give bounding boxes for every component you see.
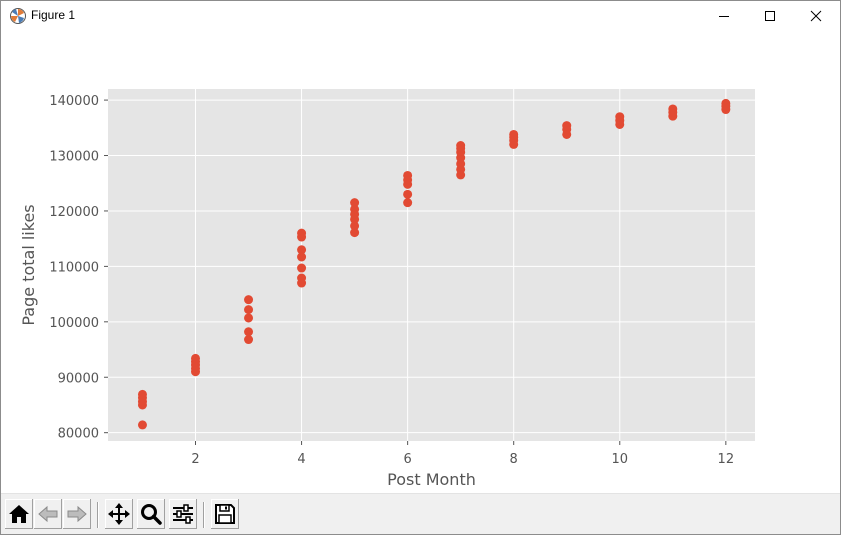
- minimize-icon: [719, 16, 729, 17]
- x-tick-label: 12: [718, 452, 735, 467]
- save-button[interactable]: [211, 499, 239, 529]
- plot-area: [108, 89, 755, 441]
- window-title: Figure 1: [31, 8, 76, 22]
- data-point: [668, 104, 678, 114]
- maximize-icon: [765, 11, 775, 21]
- data-point: [403, 198, 413, 208]
- forward-arrow-icon: [67, 505, 87, 523]
- data-point: [562, 121, 572, 131]
- data-point: [350, 228, 360, 238]
- data-point: [403, 189, 413, 199]
- figure-canvas[interactable]: 2 4 6 8 10 12 80000 90000 100000 110000 120000 130…: [1, 31, 840, 493]
- data-point: [721, 98, 731, 108]
- data-point: [403, 170, 413, 180]
- x-tick-label: 4: [297, 452, 305, 467]
- pan-button[interactable]: [105, 499, 133, 529]
- back-button[interactable]: [34, 499, 62, 529]
- forward-button[interactable]: [63, 499, 91, 529]
- x-tick-label: 8: [510, 452, 518, 467]
- data-point: [297, 252, 307, 262]
- y-axis-ticks: 80000 90000 100000 110000 120000 130000 140000: [49, 94, 108, 442]
- pan-move-icon: [108, 503, 130, 525]
- zoom-button[interactable]: [137, 499, 165, 529]
- subplots-button[interactable]: [169, 499, 197, 529]
- data-point: [297, 263, 307, 273]
- data-point: [244, 295, 254, 305]
- maximize-button[interactable]: [747, 1, 793, 31]
- matplotlib-icon: [10, 8, 26, 24]
- data-point: [297, 245, 307, 255]
- x-axis-label: Post Month: [387, 470, 476, 489]
- y-tick-label: 120000: [49, 205, 99, 220]
- home-icon: [9, 505, 29, 523]
- y-tick-label: 90000: [58, 371, 99, 386]
- data-point: [137, 420, 147, 430]
- navigation-toolbar: [1, 493, 840, 534]
- data-point: [350, 204, 360, 214]
- data-point: [297, 273, 307, 283]
- data-point: [137, 389, 147, 399]
- data-point: [350, 221, 360, 231]
- data-points: [137, 98, 731, 430]
- save-disk-icon: [215, 504, 235, 524]
- subplots-sliders-icon: [173, 504, 193, 524]
- y-tick-label: 130000: [49, 150, 99, 165]
- grid-lines: [108, 89, 755, 441]
- data-point: [191, 353, 201, 363]
- x-axis-ticks: 2 4 6 8 10 12: [191, 441, 734, 467]
- data-point: [456, 141, 466, 151]
- data-point: [244, 313, 254, 323]
- data-point: [350, 198, 360, 208]
- close-icon: [810, 10, 822, 22]
- minimize-button[interactable]: [701, 1, 747, 31]
- y-tick-label: 80000: [58, 427, 99, 442]
- data-point: [244, 305, 254, 315]
- title-bar[interactable]: Figure 1: [1, 1, 840, 31]
- back-arrow-icon: [38, 505, 58, 523]
- data-point: [509, 129, 519, 139]
- y-tick-label: 110000: [49, 260, 99, 275]
- data-point: [615, 112, 625, 122]
- data-point: [244, 335, 254, 345]
- toolbar-separator: [203, 502, 205, 528]
- close-button[interactable]: [793, 1, 839, 31]
- scatter-chart[interactable]: 2 4 6 8 10 12 80000 90000 100000 110000 120000 130…: [1, 31, 840, 493]
- y-tick-label: 140000: [49, 94, 99, 109]
- y-tick-label: 100000: [49, 316, 99, 331]
- data-point: [244, 327, 254, 337]
- x-tick-label: 6: [403, 452, 411, 467]
- toolbar-separator: [97, 502, 99, 528]
- y-axis-label: Page total likes: [19, 204, 38, 325]
- x-tick-label: 10: [611, 452, 628, 467]
- zoom-magnifier-icon: [141, 504, 162, 525]
- x-tick-label: 2: [191, 452, 199, 467]
- home-button[interactable]: [5, 499, 33, 529]
- data-point: [297, 228, 307, 238]
